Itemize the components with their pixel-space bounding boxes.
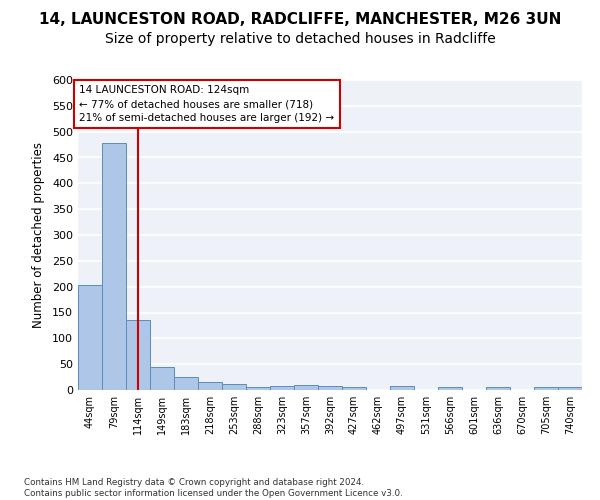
Bar xyxy=(438,388,462,390)
Bar xyxy=(126,320,150,390)
Text: Contains HM Land Registry data © Crown copyright and database right 2024.
Contai: Contains HM Land Registry data © Crown c… xyxy=(24,478,403,498)
Bar xyxy=(78,285,102,390)
Bar xyxy=(342,388,366,390)
Text: Size of property relative to detached houses in Radcliffe: Size of property relative to detached ho… xyxy=(104,32,496,46)
Bar xyxy=(318,386,342,390)
Bar xyxy=(270,386,294,390)
Bar xyxy=(246,387,270,390)
Bar xyxy=(558,388,582,390)
Y-axis label: Number of detached properties: Number of detached properties xyxy=(32,142,45,328)
Bar xyxy=(486,388,510,390)
Bar xyxy=(174,377,198,390)
Bar xyxy=(390,386,414,390)
Text: 14 LAUNCESTON ROAD: 124sqm
← 77% of detached houses are smaller (718)
21% of sem: 14 LAUNCESTON ROAD: 124sqm ← 77% of deta… xyxy=(79,85,334,123)
Bar xyxy=(150,368,174,390)
Bar xyxy=(102,143,126,390)
Bar xyxy=(222,384,246,390)
Bar xyxy=(534,388,558,390)
Bar xyxy=(198,382,222,390)
Text: 14, LAUNCESTON ROAD, RADCLIFFE, MANCHESTER, M26 3UN: 14, LAUNCESTON ROAD, RADCLIFFE, MANCHEST… xyxy=(39,12,561,28)
Bar xyxy=(294,385,318,390)
